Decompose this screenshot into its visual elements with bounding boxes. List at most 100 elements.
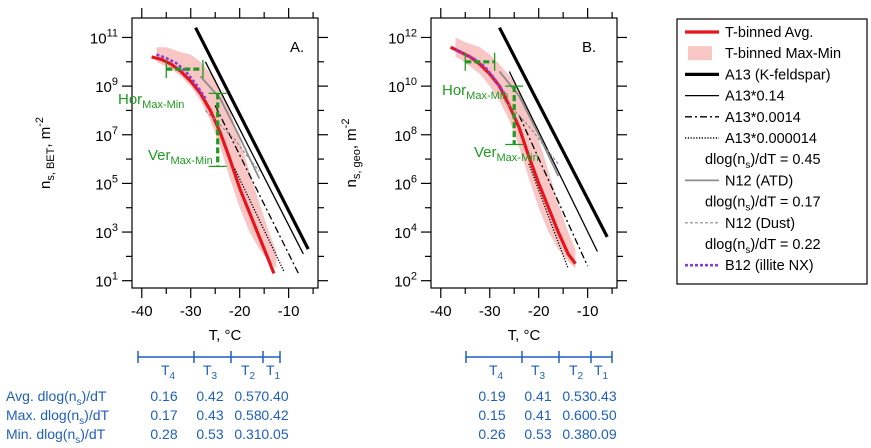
series-a13 — [498, 26, 609, 238]
table-cell: 0.43 — [589, 388, 616, 404]
plot-frame — [430, 17, 618, 289]
panel-b: -40 -30 -20 -10 T, °C 102 104 106 108 1010 1012 ns,… — [340, 8, 627, 344]
table-cell: 0.38 — [562, 426, 589, 442]
legend-entry: A13*0.000014 — [725, 131, 817, 147]
bin-label: T2 — [569, 362, 584, 382]
table-cell: 0.41 — [524, 388, 551, 404]
y-axis-label: ns, geo, m-2 — [340, 119, 363, 188]
y-tick-label: 1012 — [388, 27, 417, 47]
table-cell: 0.58 — [234, 407, 261, 423]
annotation-ver: VerMax-Min — [148, 147, 213, 167]
legend-swatch-band — [688, 46, 712, 61]
x-tick-label: -20 — [229, 303, 251, 320]
series-b12 — [156, 53, 207, 100]
series-n12_dust — [204, 109, 260, 172]
y-tick-label: 105 — [95, 173, 118, 193]
legend-entry: dlog(ns)/dT = 0.17 — [705, 195, 821, 214]
bin-label: T3 — [531, 362, 546, 382]
legend-entry: N12 (ATD) — [725, 173, 793, 189]
series-n12_atd — [199, 75, 261, 179]
x-tick-label: -40 — [430, 303, 452, 320]
table-cell: 0.28 — [150, 426, 177, 442]
row-label: Avg. dlog(ns)/dT — [6, 388, 107, 408]
row-label: Max. dlog(ns)/dT — [6, 407, 109, 427]
x-tick-label: -30 — [180, 303, 202, 320]
table-cell: 0.53 — [524, 426, 551, 442]
y-tick-label: 1011 — [90, 27, 118, 47]
series-a13_014 — [508, 71, 598, 252]
legend-entry: T-binned Avg. — [725, 25, 813, 41]
x-axis-label: T, °C — [508, 327, 541, 344]
table-cell: 0.09 — [589, 426, 616, 442]
y-tick-label: 109 — [95, 76, 118, 96]
legend-entry: A13*0.0014 — [725, 110, 801, 126]
panel-label: A. — [290, 39, 304, 56]
table-cell: 0.43 — [196, 407, 223, 423]
series-band-maxmin — [156, 47, 277, 269]
table-cell: 0.53 — [196, 426, 223, 442]
legend-entry: T-binned Max-Min — [725, 46, 841, 62]
y-tick-label: 1010 — [388, 76, 417, 96]
y-tick-label: 107 — [95, 125, 118, 145]
plot-area — [449, 26, 609, 269]
series-a13_000014 — [234, 168, 285, 272]
legend: T-binned Avg. T-binned Max-Min A13 (K-feld… — [676, 18, 868, 285]
table-cell: 0.19 — [478, 388, 505, 404]
legend-entry: A13*0.14 — [725, 89, 785, 105]
legend-entry: dlog(ns)/dT = 0.22 — [705, 237, 821, 256]
table-cell: 0.17 — [150, 407, 177, 423]
bin-label: T2 — [241, 362, 256, 382]
y-tick-label: 104 — [394, 222, 417, 242]
series-avg — [151, 55, 276, 274]
bin-label: T1 — [594, 362, 609, 382]
y-tick-label: 101 — [95, 271, 118, 291]
table-cell: 0.16 — [150, 388, 177, 404]
legend-frame — [676, 18, 868, 285]
legend-entry: dlog(ns)/dT = 0.45 — [705, 152, 821, 171]
table-cell: 0.26 — [478, 426, 505, 442]
annotation-hor: HorMax-Min — [442, 82, 508, 102]
plot-area — [151, 26, 310, 274]
annotation-ver: VerMax-Min — [474, 144, 539, 164]
series-band-maxmin — [455, 37, 576, 269]
panel-a: -40 -30 -20 -10 T, °C 101 103 105 107 109 1011 ns, … — [34, 8, 328, 344]
table-cell: 0.05 — [261, 426, 288, 442]
bin-label: T1 — [266, 362, 281, 382]
x-tick-label: -10 — [278, 303, 300, 320]
x-tick-label: -20 — [528, 303, 550, 320]
y-tick-label: 108 — [394, 125, 417, 145]
table-cell: 0.42 — [261, 407, 288, 423]
series-a13 — [194, 26, 310, 250]
series-n12_dust — [503, 100, 559, 165]
series-a13_0014 — [214, 105, 299, 274]
bin-label: T3 — [203, 362, 218, 382]
y-tick-label: 103 — [95, 222, 118, 242]
table-cell: 0.31 — [234, 426, 261, 442]
series-n12_atd — [498, 70, 560, 177]
x-tick-label: -10 — [577, 303, 599, 320]
y-tick-label: 102 — [394, 271, 417, 291]
legend-entry: B12 (illite NX) — [725, 258, 814, 274]
panel-label: B. — [582, 39, 596, 56]
y-axis-label: ns, BET, m-2 — [34, 117, 57, 189]
table-cell: 0.50 — [589, 407, 616, 423]
legend-entry: N12 (Dust) — [725, 216, 795, 232]
table-cell: 0.42 — [196, 388, 223, 404]
table-cell: 0.53 — [562, 388, 589, 404]
row-label: Min. dlog(ns)/dT — [6, 426, 106, 446]
annotation-hor: HorMax-Min — [118, 91, 184, 111]
legend-entry: A13 (K-feldspar) — [725, 67, 831, 83]
y-tick-label: 106 — [394, 173, 417, 193]
table-cell: 0.40 — [261, 388, 288, 404]
x-tick-label: -30 — [479, 303, 501, 320]
x-tick-label: -40 — [131, 303, 153, 320]
plot-frame — [131, 17, 319, 289]
series-a13_0014 — [518, 115, 589, 267]
table-cell: 0.57 — [234, 388, 261, 404]
bin-label: T4 — [489, 362, 504, 382]
table-cell: 0.41 — [524, 407, 551, 423]
table-cell: 0.15 — [478, 407, 505, 423]
table-b: T4 T3 T2 T10.19 0.41 0.53 0.430.15 0.41 0.60 0.50… — [465, 351, 617, 442]
